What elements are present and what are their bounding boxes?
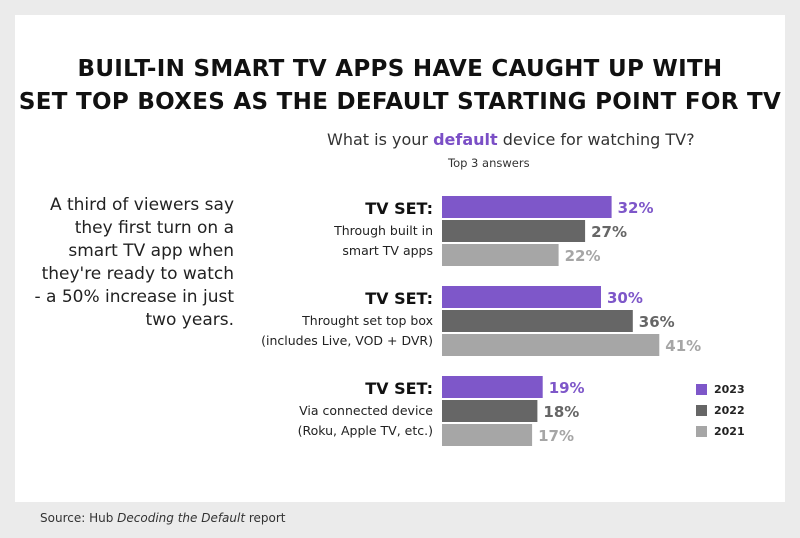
bar-2021-category-2 bbox=[442, 334, 660, 356]
chart-title: BUILT-IN SMART TV APPS HAVE CAUGHT UP WI… bbox=[15, 53, 785, 119]
category-description-3: Via connected device (Roku, Apple TV, etc… bbox=[298, 401, 433, 441]
chart-card: BUILT-IN SMART TV APPS HAVE CAUGHT UP WI… bbox=[15, 15, 785, 502]
bar-2023-category-3 bbox=[442, 376, 543, 398]
bar-2023-category-2 bbox=[442, 286, 601, 308]
legend-swatch-2023 bbox=[696, 384, 707, 395]
bar-2022-category-3 bbox=[442, 400, 538, 422]
category-description-line: Via connected device bbox=[299, 403, 433, 418]
category-title-1: TV SET: bbox=[365, 199, 433, 218]
bar-2023-category-1 bbox=[442, 196, 612, 218]
legend-item-2021: 2021 bbox=[696, 421, 745, 442]
source-suffix: report bbox=[245, 511, 286, 525]
legend-swatch-2021 bbox=[696, 426, 707, 437]
insight-note: A third of viewers say they first turn o… bbox=[34, 195, 234, 330]
data-label-2022-category-2: 36% bbox=[639, 313, 675, 331]
legend-label-2021: 2021 bbox=[714, 425, 745, 438]
question-text-before: What is your bbox=[327, 130, 434, 149]
category-description-2: Throught set top box (includes Live, VOD … bbox=[261, 311, 433, 351]
survey-question: What is your default device for watching… bbox=[327, 130, 695, 149]
bar-2021-category-1 bbox=[442, 244, 559, 266]
bar-2022-category-1 bbox=[442, 220, 586, 242]
bar-2021-category-3 bbox=[442, 424, 533, 446]
legend-swatch-2022 bbox=[696, 405, 707, 416]
category-title-3: TV SET: bbox=[365, 379, 433, 398]
data-label-2021-category-3: 17% bbox=[538, 427, 574, 445]
category-description-line: Throught set top box bbox=[302, 313, 433, 328]
source-note: Source: Hub Decoding the Default report bbox=[40, 511, 286, 525]
title-line-1: BUILT-IN SMART TV APPS HAVE CAUGHT UP WI… bbox=[77, 56, 723, 82]
legend: 2023 2022 2021 bbox=[696, 379, 745, 442]
data-label-2023-category-3: 19% bbox=[549, 379, 585, 397]
data-label-2021-category-1: 22% bbox=[565, 247, 601, 265]
category-description-line: (Roku, Apple TV, etc.) bbox=[297, 423, 433, 438]
legend-item-2023: 2023 bbox=[696, 379, 745, 400]
data-label-2021-category-2: 41% bbox=[665, 337, 701, 355]
data-label-2022-category-3: 18% bbox=[543, 403, 579, 421]
data-label-2023-category-1: 32% bbox=[618, 199, 654, 217]
data-label-2022-category-1: 27% bbox=[591, 223, 627, 241]
legend-label-2023: 2023 bbox=[714, 383, 745, 396]
legend-label-2022: 2022 bbox=[714, 404, 745, 417]
source-report-name: Decoding the Default bbox=[117, 511, 246, 525]
title-line-2: SET TOP BOXES AS THE DEFAULT STARTING PO… bbox=[18, 89, 782, 115]
legend-item-2022: 2022 bbox=[696, 400, 745, 421]
question-emphasis: default bbox=[433, 130, 498, 149]
question-text-after: device for watching TV? bbox=[497, 130, 695, 149]
category-description-line: smart TV apps bbox=[342, 243, 433, 258]
category-description-line: (includes Live, VOD + DVR) bbox=[261, 333, 433, 348]
data-label-2023-category-2: 30% bbox=[607, 289, 643, 307]
category-title-2: TV SET: bbox=[365, 289, 433, 308]
question-subtitle: Top 3 answers bbox=[448, 156, 530, 170]
category-description-1: Through built in smart TV apps bbox=[334, 221, 433, 261]
source-prefix: Source: Hub bbox=[40, 511, 118, 525]
bar-2022-category-2 bbox=[442, 310, 633, 332]
category-description-line: Through built in bbox=[334, 223, 433, 238]
